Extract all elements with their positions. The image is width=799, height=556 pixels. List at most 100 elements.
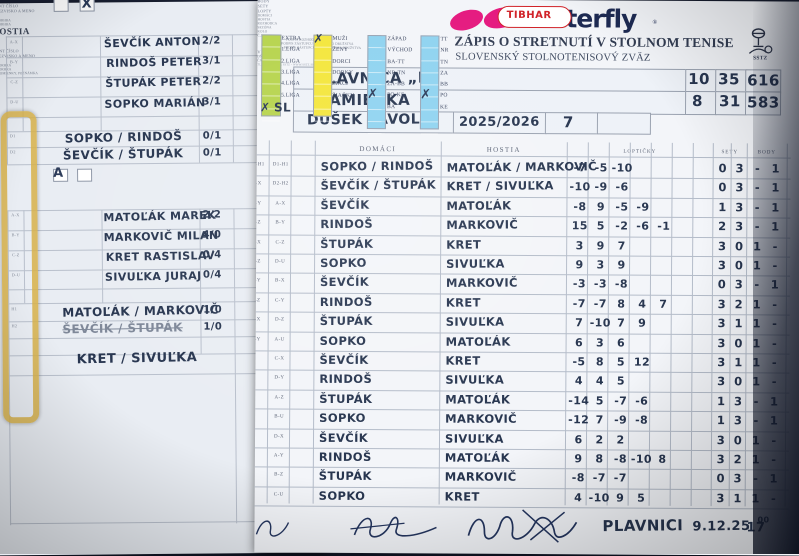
match-home-player-5: SOPKO xyxy=(320,255,367,270)
match-order-right-15: A-Y xyxy=(273,453,284,459)
category-cell[interactable] xyxy=(421,48,439,62)
away-player-vp-3: 0/4 xyxy=(202,269,222,281)
match-sets-home-14: 3 xyxy=(716,432,726,447)
federation-name: SLOVENSKÝ STOLNOTENISOVÝ ZVÄZ xyxy=(455,51,651,64)
home-player-vp-2: 2/2 xyxy=(202,75,222,87)
category-cell[interactable] xyxy=(313,109,332,122)
home-code-0: A-X xyxy=(9,39,19,45)
match-sets-home-3: 2 xyxy=(718,219,727,234)
category-check-gender: ✗ xyxy=(313,31,324,46)
match-order-right-12: A-Z xyxy=(274,395,285,401)
category-label-5liga: 5.LIGA xyxy=(281,92,300,99)
category-label-nrtn: NR-TN xyxy=(387,70,406,77)
category-column-gender[interactable] xyxy=(312,34,333,122)
match-home-player-10: ŠEVČÍK xyxy=(319,352,369,367)
category-cell[interactable] xyxy=(314,47,332,61)
match-ball-score-8-1: -10 xyxy=(589,316,611,330)
match-away-player-2: MATOĽÁK xyxy=(446,198,512,213)
match-home-player-7: RINDOŠ xyxy=(319,294,373,309)
category-cell[interactable] xyxy=(262,59,281,73)
category-cell[interactable] xyxy=(262,47,281,61)
match-col-hostia: HOSTIA xyxy=(486,145,521,154)
referee-signature xyxy=(255,520,290,537)
category-column-region[interactable] xyxy=(366,35,387,135)
category-cell[interactable] xyxy=(420,122,438,135)
match-ball-score-3-1: 5 xyxy=(596,219,605,233)
match-ball-score-10-1: 8 xyxy=(595,355,605,369)
category-cell[interactable] xyxy=(262,84,281,97)
category-label-dorci: DORCI xyxy=(332,58,351,65)
match-sets-away-10: 1 xyxy=(734,355,743,370)
category-cell[interactable] xyxy=(368,36,386,49)
match-ball-score-14-2: 2 xyxy=(616,433,625,447)
category-label-tn: TN xyxy=(440,59,449,66)
category-cell[interactable] xyxy=(368,72,386,86)
away-double-vp-0: 1/0 xyxy=(203,304,223,316)
away-player-vp-0: 2/2 xyxy=(202,209,222,221)
category-label-2liga: 2.LIGA xyxy=(281,58,301,65)
match-body-home-16: - xyxy=(753,471,759,486)
category-check-league: ✗ xyxy=(259,100,271,115)
match-body-home-4: 1 xyxy=(752,238,762,254)
match-home-player-16: ŠTUPÁK xyxy=(318,469,372,484)
match-ball-score-4-1: 9 xyxy=(596,239,605,253)
round-value: 7 xyxy=(562,113,574,132)
match-table: DOMÁCI HOSTIA LOPTIČKY SETY BODY D1-H1 D1… xyxy=(254,140,791,510)
away-double-1: ŠEVČÍK / ŠTUPÁK xyxy=(62,320,183,337)
away-player-name-3: SIVUĽKA JURAJ xyxy=(104,269,202,284)
category-cell[interactable] xyxy=(421,73,439,86)
category-column-district[interactable] xyxy=(419,35,440,135)
away-double-vp-1: 1/0 xyxy=(203,321,223,333)
away-checkbox-x[interactable] xyxy=(77,168,93,182)
category-label-zeny: ŽENY xyxy=(332,46,349,53)
match-sets-away-6: 3 xyxy=(734,277,744,292)
match-ball-score-7-2: 8 xyxy=(617,297,626,311)
match-ball-score-8-2: 7 xyxy=(617,316,626,330)
match-away-player-1: KRET / SIVUĽKA xyxy=(446,178,554,194)
category-cell[interactable] xyxy=(420,110,439,123)
match-body-away-2: 1 xyxy=(771,200,780,215)
category-cell[interactable] xyxy=(314,72,332,85)
match-sets-away-15: 2 xyxy=(733,452,743,467)
away-double-0: MATOĽÁK / MARKOVIČ xyxy=(62,302,219,320)
match-ball-score-3-2: -2 xyxy=(615,219,629,233)
footer-time-minutes: 00 xyxy=(757,515,770,525)
match-away-player-4: KRET xyxy=(446,237,482,252)
match-sets-home-6: 0 xyxy=(717,277,727,292)
category-cell[interactable] xyxy=(314,84,332,98)
match-sets-home-12: 1 xyxy=(717,393,726,408)
match-body-away-14: - xyxy=(771,433,777,448)
home-player-name-1: RINDOŠ PETER xyxy=(106,55,203,70)
category-cell[interactable] xyxy=(262,35,281,48)
category-cell[interactable] xyxy=(367,109,386,123)
category-cell[interactable] xyxy=(314,97,332,110)
category-cell[interactable] xyxy=(368,48,386,61)
category-cell[interactable] xyxy=(262,72,281,85)
match-ball-score-6-2: -8 xyxy=(614,277,629,291)
match-body-away-3: 1 xyxy=(771,219,780,234)
match-ball-score-15-2: -8 xyxy=(613,452,627,466)
category-label-po: PO xyxy=(440,92,448,99)
match-body-home-11: 1 xyxy=(752,374,761,389)
match-record-sheet: Butterfly ® TIBHAR ZÁPIS O STRETNUTÍ V S… xyxy=(254,0,799,556)
butterfly-logo: Butterfly ® xyxy=(447,1,747,35)
category-cell[interactable] xyxy=(368,60,386,74)
match-home-player-12: ŠTUPÁK xyxy=(319,391,373,406)
match-body-home-14: 1 xyxy=(751,432,761,448)
category-cell[interactable] xyxy=(367,122,385,135)
home-checkbox-a[interactable] xyxy=(53,0,69,12)
match-order-right-2: A-X xyxy=(275,201,286,207)
category-cell[interactable] xyxy=(421,36,439,49)
cj-box[interactable] xyxy=(596,112,652,135)
match-ball-score-10-0: -5 xyxy=(572,355,586,369)
match-away-player-15: MATOĽÁK xyxy=(444,450,510,465)
match-order-right-4: C-Z xyxy=(275,240,285,246)
match-sets-home-9: 3 xyxy=(717,335,726,350)
match-order-right-9: A-U xyxy=(274,337,285,343)
match-order-right-0: D1-H1 xyxy=(272,162,289,168)
home-player-name-2: ŠTUPÁK PETER xyxy=(105,75,202,91)
category-cell[interactable] xyxy=(421,60,439,74)
match-ball-score-10-3: 12 xyxy=(633,355,651,369)
match-ball-score-16-1: -7 xyxy=(592,471,606,485)
category-cell[interactable] xyxy=(314,60,332,73)
